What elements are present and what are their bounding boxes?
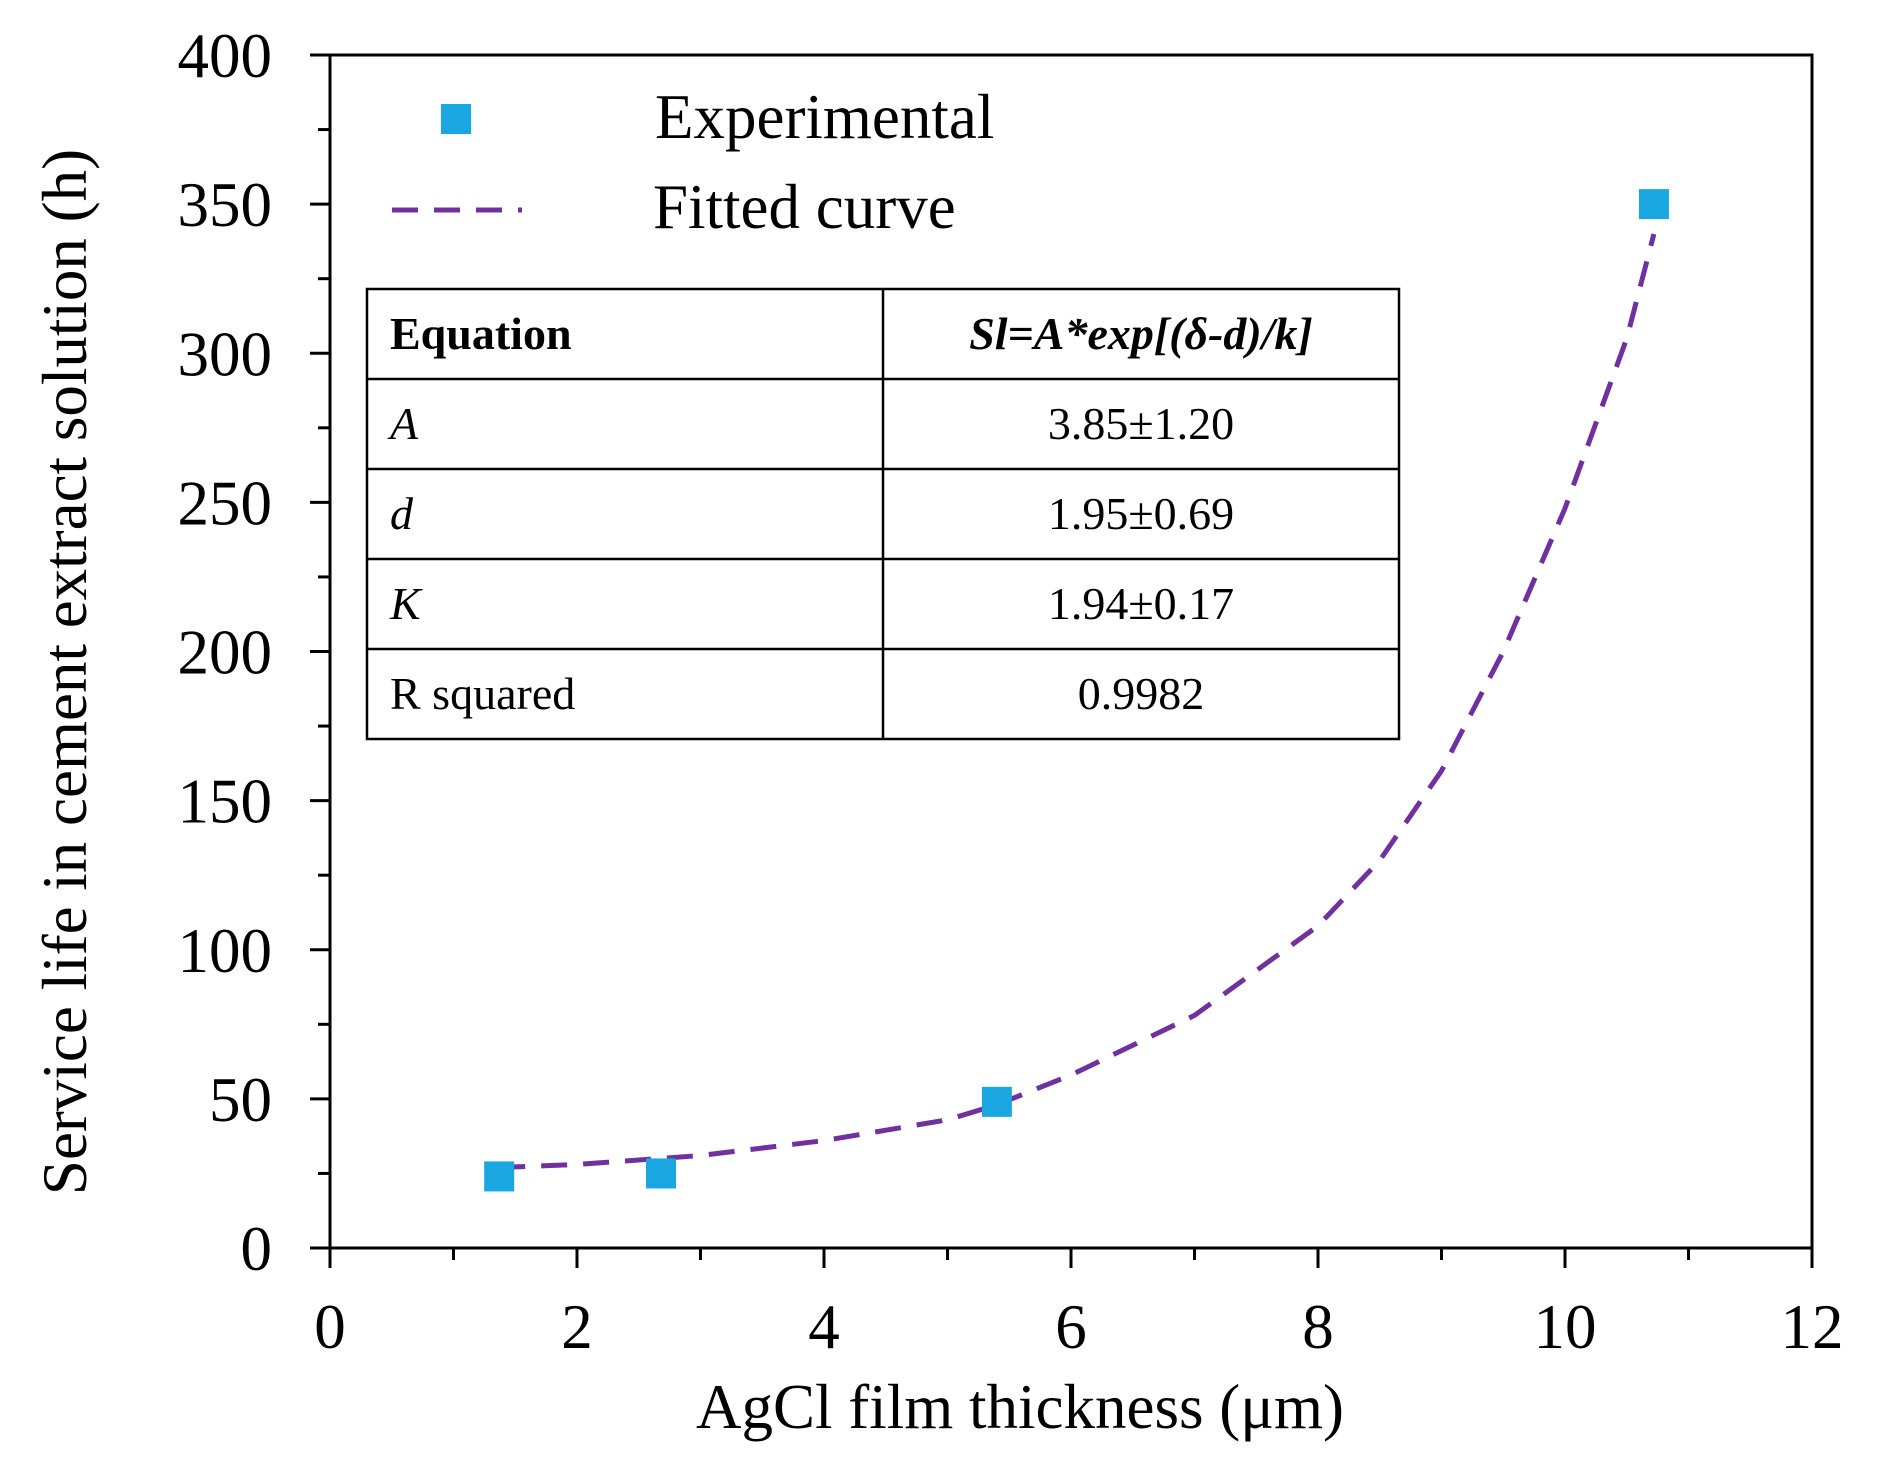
x-tick-label: 0 [314,1292,346,1362]
y-tick-label: 350 [178,170,273,240]
y-tick-label: 400 [178,21,273,91]
x-axis-title: AgCl film thickness (μm) [696,1372,1344,1442]
axis-ticks [310,53,1814,1268]
y-axis-title: Service life in cement extract solution … [30,149,100,1195]
x-tick-label: 10 [1534,1292,1597,1362]
y-tick-label: 0 [241,1214,273,1284]
y-tick-label: 50 [209,1065,272,1135]
y-tick-label: 300 [178,319,273,389]
table-cell-param-d: d [390,488,414,539]
series-layer [484,189,1669,1192]
table-cell-value-r-squared: 0.9982 [1078,668,1205,719]
fit-parameter-table: Equation Sl=A*exp[(δ-d)/k] A 3.85±1.20 d… [365,287,1401,741]
y-tick-label: 250 [178,468,273,538]
x-tick-label: 4 [808,1292,840,1362]
legend: Experimental Fitted curve [392,82,994,242]
legend-experimental-marker [441,104,471,134]
y-tick-label: 200 [178,618,273,688]
y-tick-label: 150 [178,767,273,837]
table-cell-param-r-squared: R squared [390,668,575,719]
table-cell-value-d: 1.95±0.69 [1048,488,1234,539]
x-tick-label: 8 [1302,1292,1334,1362]
table-cell-param-a: A [387,398,419,449]
table-header-equation: Equation [390,308,572,359]
x-tick-label: 6 [1055,1292,1087,1362]
legend-fitted-label: Fitted curve [653,172,956,242]
experimental-point [981,1086,1012,1117]
axis-tick-labels: 0 2 4 6 8 10 12 0 50 100 150 200 250 300 350 400 [178,21,1844,1362]
fitted-curve-line [499,233,1657,1170]
table-header-formula: Sl=A*exp[(δ-d)/k] [969,308,1313,359]
x-tick-label: 2 [561,1292,593,1362]
table-cell-value-k: 1.94±0.17 [1048,578,1234,629]
experimental-point [645,1158,676,1189]
legend-experimental-label: Experimental [655,82,994,152]
table-cell-param-k: K [389,578,423,629]
experimental-point [1638,189,1669,220]
experimental-point [484,1161,515,1192]
x-tick-label: 12 [1781,1292,1844,1362]
table-cell-value-a: 3.85±1.20 [1048,398,1234,449]
y-tick-label: 100 [178,916,273,986]
